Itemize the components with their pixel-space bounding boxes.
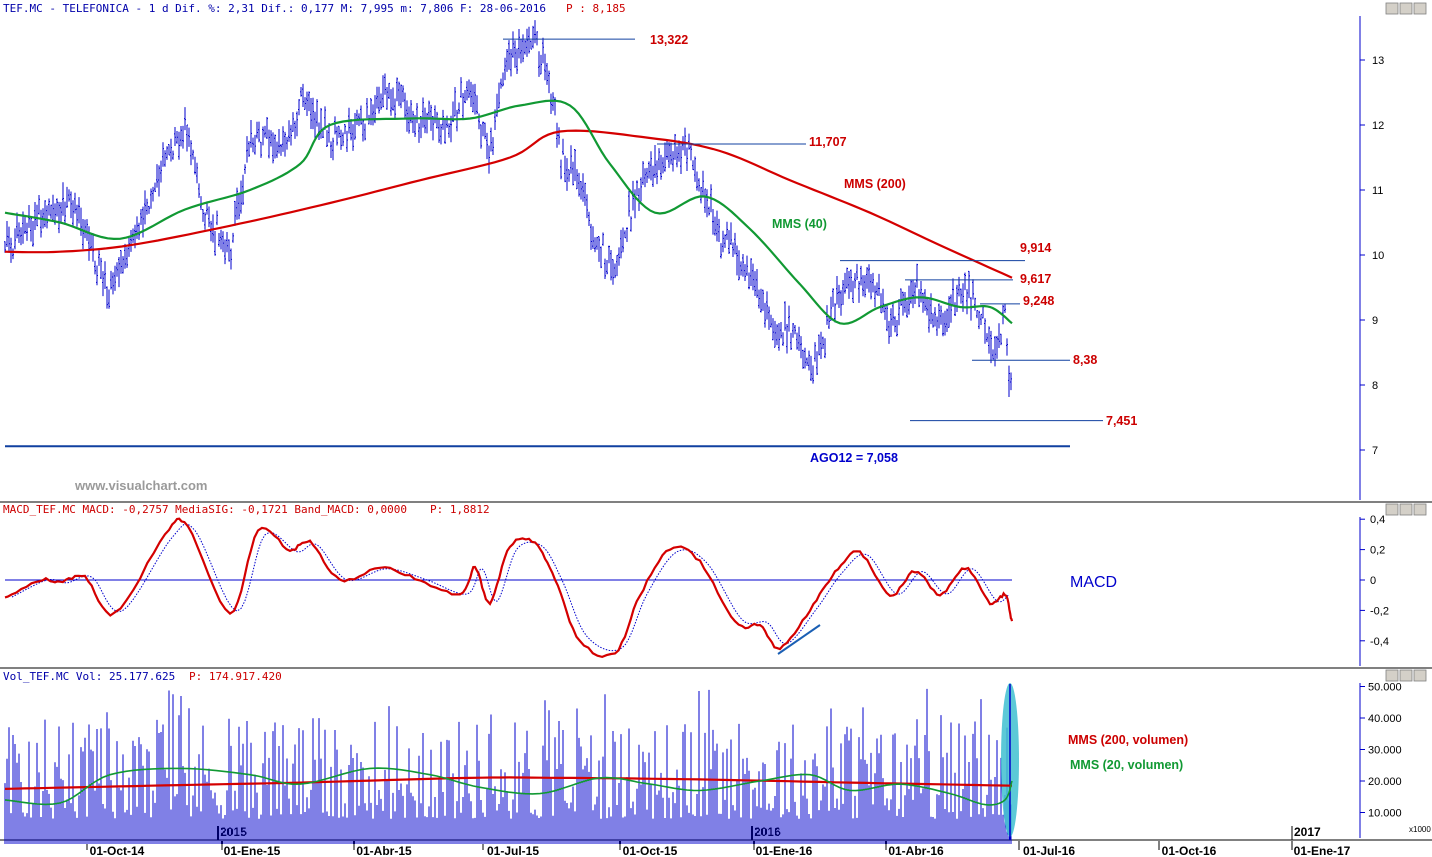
price-y-tick-label: 12 [1372, 120, 1384, 132]
x-tick-label: 01-Ene-17 [1294, 844, 1351, 857]
x-tick-label: 01-Oct-16 [1162, 844, 1217, 857]
x-tick-label: 01-Abr-16 [888, 844, 944, 857]
window-minimize-icon[interactable] [1385, 503, 1399, 516]
x-tick-label: 01-Ene-16 [756, 844, 813, 857]
volume-y-tick-label: 10.000 [1368, 808, 1402, 820]
macd-header-p: P: 1,8812 [430, 503, 490, 516]
window-minimize-icon[interactable] [1385, 669, 1399, 682]
macd-y-tick-label: -0,2 [1370, 605, 1389, 617]
volume-y-tick-label: 20.000 [1368, 776, 1402, 788]
volume-window-buttons[interactable] [1385, 669, 1427, 682]
price-level-label: 8,38 [1073, 353, 1097, 367]
year-label: 2017 [1294, 825, 1321, 839]
price-y-tick-label: 8 [1372, 380, 1378, 392]
volume-unit: x1000 [1409, 825, 1431, 834]
x-tick-label: 01-Jul-15 [487, 844, 539, 857]
macd-header: MACD_TEF.MC MACD: -0,2757 MediaSIG: -0,1… [3, 503, 407, 516]
window-minimize-icon[interactable] [1385, 2, 1399, 15]
macd-label: MACD [1070, 574, 1117, 591]
price-level-label: 13,322 [650, 33, 688, 47]
x-tick-label: 01-Abr-15 [356, 844, 412, 857]
price-y-tick-label: 11 [1372, 185, 1383, 197]
price-header: TEF.MC - TELEFONICA - 1 d Dif. %: 2,31 D… [3, 2, 546, 15]
window-maximize-icon[interactable] [1399, 2, 1413, 15]
price-y-tick-label: 13 [1372, 55, 1384, 67]
vol-ma20-label: MMS (20, volumen) [1070, 758, 1183, 772]
macd-signal-line [11, 523, 1010, 652]
mms40-line [4, 99, 1013, 325]
price-bars [4, 20, 1012, 398]
window-close-icon[interactable] [1413, 669, 1427, 682]
mms200-line [4, 129, 1013, 279]
window-maximize-icon[interactable] [1399, 669, 1413, 682]
volume-bars [4, 688, 1012, 844]
mms200-label: MMS (200) [844, 177, 906, 191]
volume-header-p: P: 174.917.420 [189, 670, 282, 683]
window-close-icon[interactable] [1413, 503, 1427, 516]
window-close-icon[interactable] [1413, 2, 1427, 15]
price-y-tick-label: 9 [1372, 315, 1378, 327]
x-tick-label: 01-Oct-15 [623, 844, 678, 857]
volume-y-tick-label: 40.000 [1368, 713, 1402, 725]
macd-divergence-line [777, 624, 821, 655]
watermark: www.visualchart.com [74, 478, 207, 493]
macd-y-tick-label: 0 [1370, 575, 1376, 587]
window-maximize-icon[interactable] [1399, 503, 1413, 516]
macd-window-buttons[interactable] [1385, 503, 1427, 516]
price-level-label: 9,914 [1020, 241, 1051, 255]
volume-header: Vol_TEF.MC Vol: 25.177.625 [3, 670, 175, 683]
x-tick-label: 01-Ene-15 [224, 844, 281, 857]
ago12-label: AGO12 = 7,058 [810, 451, 898, 465]
x-tick-label: 01-Jul-16 [1023, 844, 1075, 857]
x-tick-label: 01-Oct-14 [90, 844, 145, 857]
price-level-label: 7,451 [1106, 414, 1137, 428]
macd-y-tick-label: 0,4 [1370, 514, 1385, 526]
price-level-label: 9,248 [1023, 294, 1054, 308]
macd-y-tick-label: 0,2 [1370, 545, 1385, 557]
price-level-label: 11,707 [809, 135, 847, 149]
macd-line [4, 517, 1014, 659]
price-y-tick-label: 7 [1372, 445, 1378, 457]
price-window-buttons[interactable] [1385, 2, 1427, 15]
vol-ma200-line [4, 776, 1013, 790]
mms40-label: MMS (40) [772, 217, 827, 231]
price-header-p: P : 8,185 [566, 2, 626, 15]
volume-y-tick-label: 30.000 [1368, 745, 1402, 757]
vol-ma20-line [4, 767, 1013, 806]
macd-y-tick-label: -0,4 [1370, 636, 1389, 648]
vol-ma200-label: MMS (200, volumen) [1068, 733, 1188, 747]
price-y-tick-label: 10 [1372, 250, 1384, 262]
price-level-label: 9,617 [1020, 272, 1051, 286]
volume-y-tick-label: 50.000 [1368, 682, 1402, 694]
